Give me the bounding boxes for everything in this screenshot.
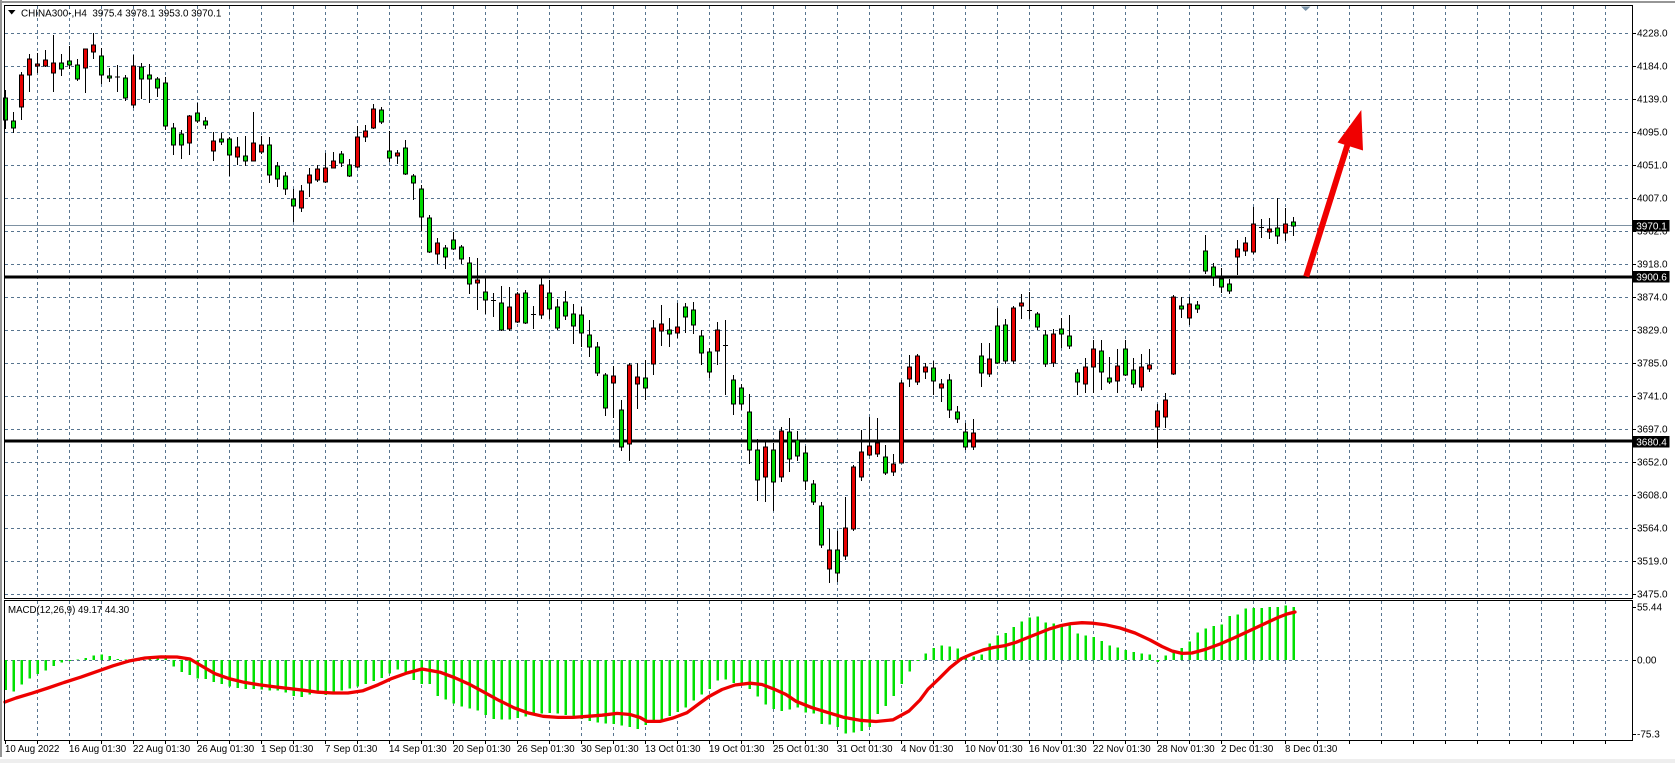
svg-text:4228.0: 4228.0	[1637, 29, 1668, 40]
svg-text:26 Aug 01:30: 26 Aug 01:30	[197, 744, 255, 755]
svg-text:8 Dec 01:30: 8 Dec 01:30	[1285, 744, 1338, 755]
svg-text:16 Aug 01:30: 16 Aug 01:30	[69, 744, 127, 755]
svg-text:22 Aug 01:30: 22 Aug 01:30	[133, 744, 191, 755]
svg-text:4007.0: 4007.0	[1637, 194, 1668, 205]
svg-text:13 Oct 01:30: 13 Oct 01:30	[645, 744, 701, 755]
svg-text:MACD(12,26,9) 49.17 44.30: MACD(12,26,9) 49.17 44.30	[8, 605, 130, 616]
svg-text:3519.0: 3519.0	[1637, 557, 1668, 568]
svg-text:10 Aug 2022: 10 Aug 2022	[5, 744, 59, 755]
svg-text:16 Nov 01:30: 16 Nov 01:30	[1029, 744, 1087, 755]
svg-text:0.00: 0.00	[1637, 656, 1657, 667]
svg-text:4184.0: 4184.0	[1637, 62, 1668, 73]
svg-text:3475.0: 3475.0	[1637, 590, 1668, 601]
svg-text:4 Nov 01:30: 4 Nov 01:30	[901, 744, 954, 755]
svg-text:1 Sep 01:30: 1 Sep 01:30	[261, 744, 314, 755]
svg-text:3697.0: 3697.0	[1637, 425, 1668, 436]
svg-text:CHINA300-,H4 3975.4 3978.1 39: CHINA300-,H4 3975.4 3978.1 3953.0 3970.1	[21, 9, 222, 20]
svg-text:3829.0: 3829.0	[1637, 326, 1668, 337]
svg-text:7 Sep 01:30: 7 Sep 01:30	[325, 744, 378, 755]
svg-text:3874.0: 3874.0	[1637, 293, 1668, 304]
svg-text:3962.0: 3962.0	[1637, 227, 1668, 238]
svg-text:2 Dec 01:30: 2 Dec 01:30	[1221, 744, 1274, 755]
svg-text:55.44: 55.44	[1637, 603, 1662, 614]
svg-text:3652.0: 3652.0	[1637, 458, 1668, 469]
svg-text:28 Nov 01:30: 28 Nov 01:30	[1157, 744, 1215, 755]
svg-text:3564.0: 3564.0	[1637, 524, 1668, 535]
svg-text:19 Oct 01:30: 19 Oct 01:30	[709, 744, 765, 755]
svg-text:31 Oct 01:30: 31 Oct 01:30	[837, 744, 893, 755]
svg-text:14 Sep 01:30: 14 Sep 01:30	[389, 744, 447, 755]
svg-text:3970.1: 3970.1	[1636, 221, 1667, 232]
svg-text:4139.0: 4139.0	[1637, 95, 1668, 106]
svg-text:26 Sep 01:30: 26 Sep 01:30	[517, 744, 575, 755]
svg-text:3900.6: 3900.6	[1636, 272, 1667, 283]
svg-text:30 Sep 01:30: 30 Sep 01:30	[581, 744, 639, 755]
svg-text:10 Nov 01:30: 10 Nov 01:30	[965, 744, 1023, 755]
svg-text:3680.4: 3680.4	[1636, 437, 1667, 448]
svg-text:25 Oct 01:30: 25 Oct 01:30	[773, 744, 829, 755]
svg-text:20 Sep 01:30: 20 Sep 01:30	[453, 744, 511, 755]
svg-text:3741.0: 3741.0	[1637, 392, 1668, 403]
svg-text:3608.0: 3608.0	[1637, 491, 1668, 502]
svg-text:3785.0: 3785.0	[1637, 359, 1668, 370]
svg-text:4095.0: 4095.0	[1637, 128, 1668, 139]
svg-text:3918.0: 3918.0	[1637, 260, 1668, 271]
svg-text:-75.3: -75.3	[1637, 729, 1660, 740]
svg-text:4051.0: 4051.0	[1637, 161, 1668, 172]
svg-text:22 Nov 01:30: 22 Nov 01:30	[1093, 744, 1151, 755]
